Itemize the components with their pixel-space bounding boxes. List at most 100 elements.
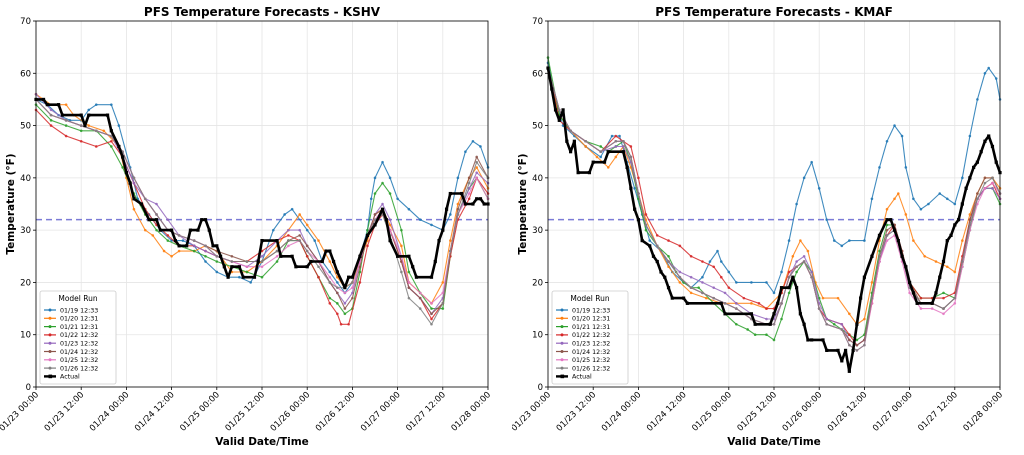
data-point [336, 302, 339, 305]
data-point [825, 322, 829, 326]
legend-entry-label: 01/21 12:31 [572, 324, 610, 331]
data-point [836, 348, 840, 352]
legend-marker [560, 333, 564, 337]
data-point [260, 275, 264, 279]
data-point [832, 239, 836, 242]
data-point [252, 275, 257, 279]
data-point [294, 265, 298, 269]
data-point [215, 270, 219, 274]
legend-marker [560, 316, 564, 320]
data-point [373, 218, 377, 221]
data-point [655, 259, 659, 264]
data-point [124, 171, 128, 175]
data-point [934, 260, 938, 263]
data-point [961, 260, 964, 263]
data-point [840, 359, 844, 363]
data-point [976, 197, 979, 201]
data-point [994, 160, 998, 164]
data-point [848, 343, 851, 347]
data-point [983, 187, 987, 190]
data-point [49, 119, 53, 122]
data-point [437, 239, 441, 243]
data-point [629, 186, 633, 190]
data-point [885, 218, 889, 222]
data-point [599, 155, 603, 159]
data-point [648, 239, 651, 242]
data-point [765, 307, 768, 310]
data-point [780, 270, 783, 274]
x-axis-label: Valid Date/Time [727, 436, 821, 448]
data-point [798, 312, 802, 316]
data-point [260, 260, 264, 263]
y-tick-label: 60 [20, 69, 31, 79]
data-point [976, 192, 979, 195]
y-tick-label: 70 [532, 17, 543, 27]
data-point [602, 160, 607, 164]
data-point [79, 124, 83, 127]
data-point [158, 228, 162, 232]
data-point [275, 260, 279, 263]
legend-entry-label: Actual [572, 374, 592, 381]
data-point [388, 239, 392, 243]
data-point [987, 66, 990, 70]
data-point [381, 202, 384, 206]
legend-entry-label: 01/23 12:32 [60, 341, 98, 348]
data-point [892, 228, 897, 232]
data-point [272, 228, 275, 232]
data-point [441, 291, 445, 295]
data-point [275, 249, 279, 253]
data-point [855, 343, 859, 347]
x-tick-label: 01/26 12:00 [826, 390, 870, 434]
data-point [667, 254, 670, 258]
data-point [637, 176, 640, 180]
y-tick-label: 0 [538, 383, 543, 393]
legend-title: Model Run [570, 294, 610, 303]
data-point [188, 228, 193, 232]
data-point [742, 296, 746, 300]
data-point [614, 145, 618, 148]
data-point [817, 307, 821, 310]
data-point [154, 218, 159, 222]
data-point [380, 207, 385, 211]
data-point [832, 322, 836, 326]
data-point [196, 228, 200, 232]
x-tick-label: 01/23 12:00 [555, 390, 599, 434]
data-point [335, 270, 339, 274]
data-point [298, 213, 301, 216]
data-point [806, 338, 810, 342]
chart-title: PFS Temperature Forecasts - KMAF [655, 5, 893, 19]
data-point [143, 228, 147, 232]
data-point [765, 281, 768, 284]
data-point [923, 254, 926, 258]
legend-marker [48, 316, 52, 320]
data-point [723, 291, 727, 295]
data-point [908, 291, 911, 295]
data-point [449, 213, 452, 216]
data-point [701, 260, 704, 263]
data-point [204, 260, 207, 263]
data-point [712, 296, 716, 300]
data-point [407, 254, 411, 258]
data-point [400, 228, 403, 232]
data-point [968, 134, 972, 138]
data-point [396, 254, 400, 258]
data-point [772, 338, 776, 342]
data-point [170, 228, 174, 232]
data-point [366, 244, 369, 248]
data-point [927, 202, 930, 206]
legend-entry-label: 01/25 12:32 [60, 357, 98, 364]
y-tick-label: 70 [20, 17, 31, 27]
data-point [780, 317, 783, 321]
legend-marker [48, 333, 52, 337]
data-point [347, 275, 351, 279]
data-point [94, 103, 98, 106]
data-point [606, 166, 610, 169]
data-point [320, 259, 324, 264]
data-point [132, 207, 136, 211]
data-point [983, 181, 987, 185]
data-point [298, 239, 301, 242]
y-tick-label: 40 [20, 174, 31, 184]
data-point [795, 260, 798, 263]
data-point [121, 166, 124, 169]
data-point [287, 228, 290, 232]
